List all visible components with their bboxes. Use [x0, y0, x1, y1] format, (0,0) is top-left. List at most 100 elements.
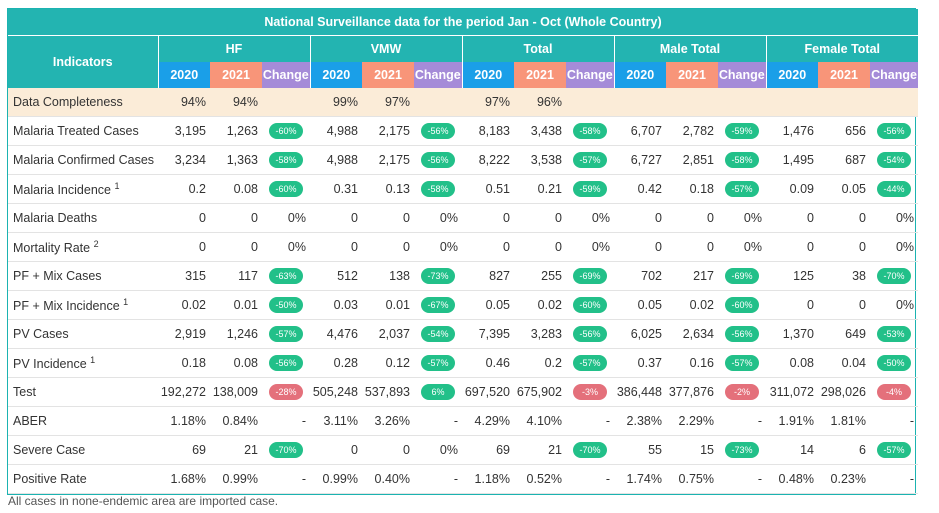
change-badge: -58% [725, 152, 759, 168]
table-row: PV Cases 2,919 1,246 -57% 4,476 2,037 -54% 7,39… [8, 319, 919, 349]
value-2021: 0 [818, 290, 870, 320]
change-cell: -70% [262, 435, 310, 465]
indicator-label: Mortality Rate 2 [8, 232, 158, 262]
value-2020: 0.09 [766, 174, 818, 204]
indicator-label: PF + Mix Incidence 1 [8, 290, 158, 320]
value-2021: 97% [362, 88, 414, 117]
value-2021: 0.75% [666, 464, 718, 494]
value-2020: 2.38% [614, 406, 666, 436]
value-2021: 217 [666, 261, 718, 291]
value-2020: 99% [310, 88, 362, 117]
value-2020: 0 [310, 435, 362, 465]
change-value [414, 88, 462, 117]
change-cell: -56% [870, 116, 919, 146]
change-cell: -63% [262, 261, 310, 291]
year-2021-header: 2021 [666, 62, 718, 88]
value-2021: 0.18 [666, 174, 718, 204]
value-2020: 125 [766, 261, 818, 291]
year-2021-header: 2021 [514, 62, 566, 88]
value-2021: 0.01 [210, 290, 262, 320]
year-2021-header: 2021 [362, 62, 414, 88]
group-header: VMW [309, 35, 462, 62]
value-2021: 2,851 [666, 145, 718, 175]
value-2021: 6 [818, 435, 870, 465]
change-cell: -57% [718, 348, 766, 378]
value-2020: 14 [766, 435, 818, 465]
indicator-name: ABER [13, 414, 48, 428]
change-badge: -67% [421, 297, 455, 313]
change-badge: -69% [573, 268, 607, 284]
value-2020: 0.37 [614, 348, 666, 378]
value-2021: 21 [514, 435, 566, 465]
table-body: Data Completeness 94% 94% 99% 97% 97% 96% Malar… [8, 88, 919, 494]
change-badge: -73% [725, 442, 759, 458]
value-2020: 69 [462, 435, 514, 465]
change-badge: -60% [573, 297, 607, 313]
change-badge: -56% [877, 123, 912, 139]
value-2021: 0.21 [514, 174, 566, 204]
value-2020: 69 [158, 435, 210, 465]
footnote-marker: 1 [123, 296, 129, 307]
year-2020-header: 2020 [309, 62, 362, 88]
change-cell: -60% [566, 290, 614, 320]
value-2020: 0.02 [158, 290, 210, 320]
change-badge: -59% [725, 123, 759, 139]
value-2021: 2.29% [666, 406, 718, 436]
change-badge: -56% [269, 355, 303, 371]
indicator-label: Data Completeness [8, 88, 158, 117]
value-2020: 827 [462, 261, 514, 291]
value-2021: 0.23% [818, 464, 870, 494]
change-cell: -4% [870, 377, 919, 407]
change-value: - [414, 406, 462, 436]
value-2021: 15 [666, 435, 718, 465]
value-2020: 0.48% [766, 464, 818, 494]
change-value: - [566, 406, 614, 436]
change-cell: -58% [718, 145, 766, 175]
change-value: 0% [870, 203, 919, 233]
value-2021: 656 [818, 116, 870, 146]
value-2020: 0.46 [462, 348, 514, 378]
change-cell: -70% [870, 261, 919, 291]
change-cell: -58% [414, 174, 462, 204]
table-row: Malaria Confirmed Cases 3,234 1,363 -58% 4,9… [8, 145, 919, 175]
value-2021: 649 [818, 319, 870, 349]
indicator-name: PV Incidence [13, 357, 87, 372]
change-badge: -54% [877, 152, 912, 168]
indicator-name: PF + Mix Cases [13, 269, 102, 283]
table-row: Malaria Incidence 1 0.2 0.08 -60% 0.31 0.13 -5… [8, 174, 919, 204]
indicator-label: Severe Case [8, 435, 158, 465]
change-cell: -56% [414, 145, 462, 175]
change-value: - [414, 464, 462, 494]
year-2021-header: 2021 [818, 62, 870, 88]
change-value: 0% [262, 203, 310, 233]
indicator-name: Positive Rate [13, 472, 87, 486]
change-value: - [718, 464, 766, 494]
change-value: - [718, 406, 766, 436]
change-badge: -56% [421, 123, 455, 139]
change-badge: -57% [877, 442, 912, 458]
change-cell: -57% [718, 174, 766, 204]
change-value: 0% [870, 232, 919, 262]
value-2020: 0 [158, 203, 210, 233]
change-value [262, 88, 310, 117]
value-2020: 1,476 [766, 116, 818, 146]
change-header: Change [870, 62, 919, 88]
value-2021: 0.16 [666, 348, 718, 378]
table-row: Malaria Treated Cases 3,195 1,263 -60% 4,988… [8, 116, 919, 146]
change-cell: -69% [566, 261, 614, 291]
change-cell: -57% [414, 348, 462, 378]
value-2021: 377,876 [666, 377, 718, 407]
value-2021: 687 [818, 145, 870, 175]
value-2021: 0.13 [362, 174, 414, 204]
change-value: - [262, 464, 310, 494]
value-2020: 0 [462, 203, 514, 233]
indicator-name: PV Cases [13, 327, 69, 341]
value-2020: 0 [766, 290, 818, 320]
value-2021: 38 [818, 261, 870, 291]
change-badge: -53% [877, 326, 912, 342]
indicator-label: Test [8, 377, 158, 407]
change-value [566, 88, 614, 117]
value-2021: 3,283 [514, 319, 566, 349]
change-cell: -56% [566, 319, 614, 349]
value-2020: 0.2 [158, 174, 210, 204]
